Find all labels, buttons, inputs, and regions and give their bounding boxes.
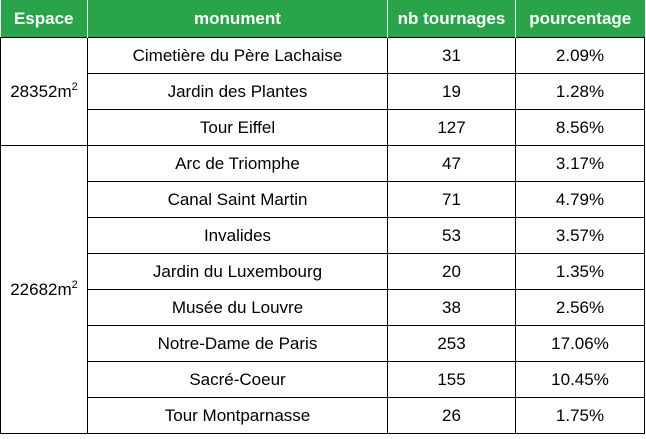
percent-cell: 3.17%: [515, 145, 645, 182]
count-cell: 38: [387, 289, 516, 326]
count-cell: 53: [387, 217, 516, 254]
count-cell: 47: [387, 145, 516, 182]
table-row: Tour Montparnasse 26 1.75%: [1, 397, 645, 434]
monument-cell: Arc de Triomphe: [87, 145, 388, 182]
header-pourcentage: pourcentage: [515, 0, 645, 38]
percent-cell: 1.75%: [515, 397, 645, 434]
monument-cell: Canal Saint Martin: [87, 181, 388, 218]
table-row: 28352m2 Cimetière du Père Lachaise 31 2.…: [0, 37, 645, 146]
monument-cell: Invalides: [87, 217, 388, 254]
space-value: 28352m: [10, 81, 72, 101]
percent-cell: 8.56%: [515, 109, 645, 146]
monument-cell: Sacré-Coeur: [87, 361, 388, 398]
space-exponent: 2: [71, 278, 78, 291]
header-monument: monument: [87, 0, 388, 38]
table-row: Invalides 53 3.57%: [1, 217, 645, 254]
table-row: Canal Saint Martin 71 4.79%: [1, 181, 645, 218]
percent-cell: 3.57%: [515, 217, 645, 254]
percent-cell: 2.56%: [515, 289, 645, 326]
space-value: 22682m: [10, 279, 72, 299]
monument-cell: Jardin du Luxembourg: [87, 253, 388, 290]
percent-cell: 1.28%: [515, 73, 645, 110]
table-row: Notre-Dame de Paris 253 17.06%: [1, 325, 645, 362]
monument-cell: Notre-Dame de Paris: [87, 325, 388, 362]
percent-cell: 2.09%: [515, 37, 645, 74]
table-row: Tour Eiffel 127 8.56%: [1, 109, 645, 146]
count-cell: 19: [387, 73, 516, 110]
table-row: Musée du Louvre 38 2.56%: [1, 289, 645, 326]
count-cell: 71: [387, 181, 516, 218]
percent-cell: 10.45%: [515, 361, 645, 398]
header-espace: Espace: [0, 0, 88, 38]
count-cell: 20: [387, 253, 516, 290]
monument-cell: Tour Eiffel: [87, 109, 388, 146]
count-cell: 155: [387, 361, 516, 398]
space-exponent: 2: [71, 80, 78, 93]
table-row: 22682m2 Arc de Triomphe 47 3.17%: [0, 145, 645, 434]
space-cell: 28352m2: [0, 37, 88, 146]
table-row: Jardin du Luxembourg 20 1.35%: [1, 253, 645, 290]
percent-cell: 17.06%: [515, 325, 645, 362]
count-cell: 127: [387, 109, 516, 146]
monument-cell: Musée du Louvre: [87, 289, 388, 326]
percent-cell: 1.35%: [515, 253, 645, 290]
count-cell: 253: [387, 325, 516, 362]
count-cell: 26: [387, 397, 516, 434]
percent-cell: 4.79%: [515, 181, 645, 218]
header-nb-tournages: nb tournages: [387, 0, 516, 38]
monument-cell: Tour Montparnasse: [87, 397, 388, 434]
monument-cell: Cimetière du Père Lachaise: [87, 37, 388, 74]
header-row: Espace monument nb tournages pourcentage: [0, 0, 645, 38]
monument-cell: Jardin des Plantes: [87, 73, 388, 110]
space-cell: 22682m2: [0, 145, 88, 434]
count-cell: 31: [387, 37, 516, 74]
table-row: Jardin des Plantes 19 1.28%: [1, 73, 645, 110]
table-row: Sacré-Coeur 155 10.45%: [1, 361, 645, 398]
